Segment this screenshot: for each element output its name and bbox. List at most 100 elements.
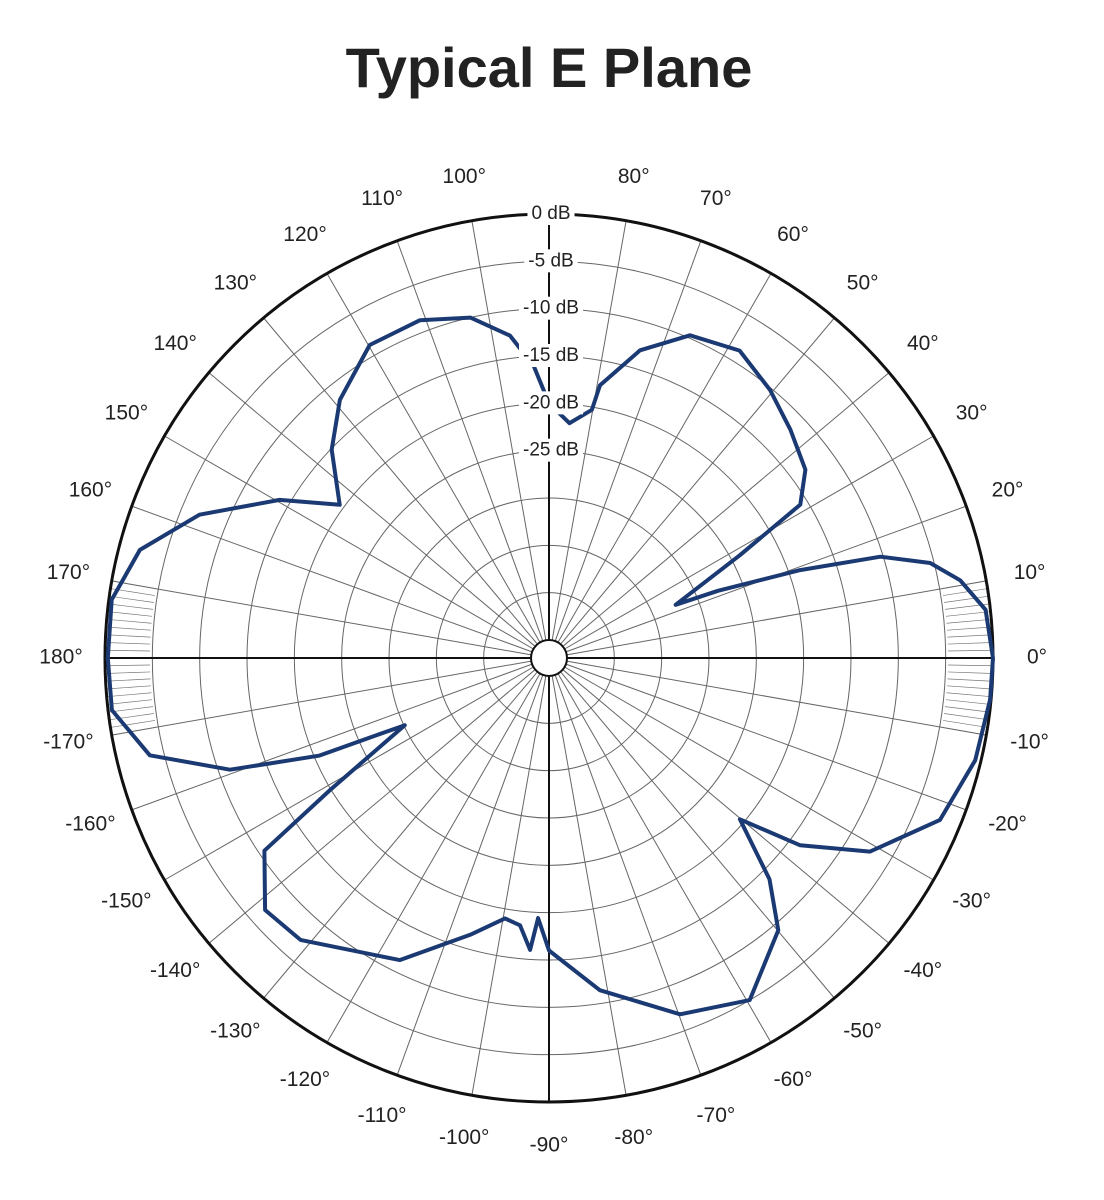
r-tick-label: -15 dB bbox=[523, 345, 579, 366]
radial-grid-line bbox=[560, 671, 835, 999]
angle-label: 20° bbox=[992, 479, 1024, 502]
angle-label: -20° bbox=[988, 812, 1027, 835]
angle-label: -150° bbox=[101, 890, 151, 913]
minor-tick bbox=[108, 603, 154, 610]
radial-grid-line bbox=[554, 240, 702, 642]
angle-label: -120° bbox=[280, 1068, 330, 1091]
angle-label: 40° bbox=[907, 332, 939, 355]
radial-grid-line bbox=[131, 505, 533, 653]
data-layer bbox=[105, 315, 995, 1017]
minor-tick bbox=[947, 664, 993, 667]
label-background bbox=[519, 296, 583, 320]
angle-label: 180° bbox=[39, 646, 82, 669]
minor-tick bbox=[943, 588, 988, 596]
angle-label: -50° bbox=[843, 1019, 882, 1042]
angle-label: 160° bbox=[69, 479, 112, 502]
minor-tick bbox=[109, 595, 154, 603]
angle-label: -60° bbox=[774, 1068, 813, 1091]
minor-tick bbox=[108, 706, 154, 713]
minor-tick bbox=[947, 671, 993, 674]
radial-grid-line bbox=[396, 240, 544, 642]
radial-grid-line bbox=[551, 220, 627, 641]
minor-tick bbox=[947, 626, 992, 631]
label-background bbox=[527, 202, 575, 226]
angle-label: 120° bbox=[283, 223, 326, 246]
angle-label: 0° bbox=[1027, 646, 1047, 669]
angle-label: -140° bbox=[150, 959, 200, 982]
minor-tick bbox=[106, 685, 151, 690]
minor-tick bbox=[106, 692, 152, 698]
minor-tick bbox=[105, 664, 151, 667]
minor-tick bbox=[105, 678, 151, 682]
angle-label: 150° bbox=[105, 402, 148, 425]
angle-label: 80° bbox=[618, 165, 650, 188]
pattern-line bbox=[105, 315, 995, 1017]
angle-label: 30° bbox=[956, 402, 988, 425]
radial-grid-line bbox=[326, 673, 541, 1043]
radial-grid-line bbox=[471, 220, 547, 641]
minor-tick bbox=[106, 618, 152, 624]
radial-grid-line bbox=[557, 673, 772, 1043]
minor-tick bbox=[947, 634, 993, 638]
radial-grid-line bbox=[564, 435, 934, 650]
r-tick-label: -10 dB bbox=[523, 298, 579, 319]
r-tick-label: -5 dB bbox=[528, 250, 573, 271]
radial-grid-line bbox=[471, 675, 547, 1096]
angle-label: 140° bbox=[153, 332, 196, 355]
minor-tick bbox=[947, 642, 993, 645]
r-tick-label: -25 dB bbox=[523, 440, 579, 461]
radial-grid-line bbox=[111, 580, 532, 656]
r-tick-label: -20 dB bbox=[523, 392, 579, 413]
angle-label: -90° bbox=[530, 1134, 569, 1157]
label-background bbox=[519, 438, 583, 462]
radial-grid-line bbox=[208, 372, 536, 647]
r-tick-label: 0 dB bbox=[531, 203, 570, 224]
center-hole bbox=[530, 639, 568, 677]
minor-tick bbox=[106, 626, 151, 631]
radial-grid-line bbox=[554, 674, 702, 1076]
angle-label: 170° bbox=[47, 561, 90, 584]
angle-label: 60° bbox=[777, 223, 809, 246]
radial-grid-line bbox=[263, 317, 538, 645]
label-background bbox=[519, 344, 583, 368]
angle-label: 100° bbox=[443, 165, 486, 188]
minor-tick bbox=[944, 595, 989, 603]
radial-grid-line bbox=[164, 435, 534, 650]
minor-tick bbox=[947, 678, 993, 682]
minor-tick bbox=[943, 720, 988, 728]
chart-title: Typical E Plane bbox=[346, 36, 753, 99]
angle-label: 130° bbox=[214, 272, 257, 295]
radial-grid-line bbox=[566, 660, 987, 736]
radial-grid-line bbox=[551, 675, 627, 1096]
angle-label: -30° bbox=[952, 890, 991, 913]
radial-grid-line bbox=[263, 671, 538, 999]
radial-grid-line bbox=[326, 273, 541, 643]
radial-grid-line bbox=[564, 666, 934, 881]
minor-tick bbox=[946, 618, 992, 624]
minor-tick bbox=[107, 699, 153, 705]
minor-tick bbox=[110, 720, 155, 728]
minor-tick bbox=[944, 706, 990, 713]
angle-label: 110° bbox=[361, 187, 403, 210]
radial-grid-line bbox=[396, 674, 544, 1076]
minor-tick bbox=[946, 692, 992, 698]
minor-tick bbox=[947, 685, 992, 690]
minor-tick bbox=[945, 699, 991, 705]
minor-tick bbox=[105, 649, 151, 652]
radial-grid-line bbox=[566, 580, 987, 656]
angle-label: -40° bbox=[903, 959, 942, 982]
angle-label: -110° bbox=[358, 1104, 407, 1127]
labels: 0° 10° 20° 30° 40° 50° 60° 70° 80° 100° 110° 120° 13… bbox=[39, 165, 1049, 1157]
angle-label: -70° bbox=[697, 1104, 736, 1127]
minor-tick bbox=[945, 611, 991, 617]
minor-tick bbox=[105, 642, 151, 645]
angle-label: -170° bbox=[43, 730, 93, 753]
angle-label: 10° bbox=[1014, 561, 1046, 584]
minor-tick bbox=[105, 634, 151, 638]
minor-tick bbox=[107, 611, 153, 617]
radial-grid-line bbox=[131, 663, 533, 811]
radial-grid-line bbox=[562, 669, 890, 944]
angle-label: 70° bbox=[700, 187, 732, 210]
